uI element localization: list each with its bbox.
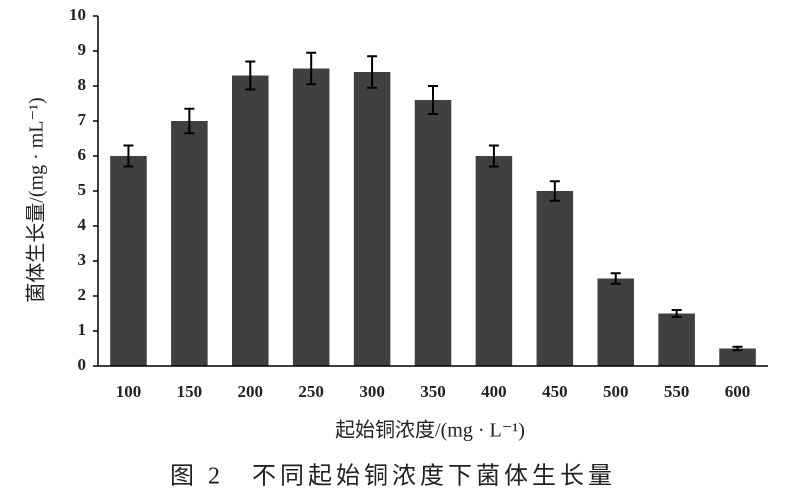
y-tick-label: 9 xyxy=(78,40,87,59)
x-tick-label: 150 xyxy=(177,382,203,401)
bar xyxy=(597,278,634,366)
x-tick-label: 450 xyxy=(542,382,568,401)
y-tick-label: 4 xyxy=(78,215,87,234)
x-tick-label: 250 xyxy=(298,382,324,401)
error-bar xyxy=(428,85,438,115)
bar xyxy=(232,75,269,366)
y-tick-label: 6 xyxy=(78,145,87,164)
bar xyxy=(475,156,513,366)
bar xyxy=(414,100,452,366)
error-bar xyxy=(184,107,195,135)
x-tick-label: 500 xyxy=(603,382,629,401)
bar xyxy=(110,156,147,366)
error-bar xyxy=(245,60,256,91)
y-tick-label: 7 xyxy=(78,110,87,129)
x-tick-label: 350 xyxy=(420,382,446,401)
y-tick-label: 1 xyxy=(78,320,87,339)
x-tick-label: 400 xyxy=(481,382,507,401)
bar xyxy=(292,68,330,366)
bar xyxy=(658,313,695,366)
error-bar xyxy=(123,144,134,168)
caption: 图 2 不同起始铜浓度下菌体生长量 xyxy=(170,463,616,490)
y-axis-label: 菌体生长量/(mg · mL⁻¹) xyxy=(25,97,48,302)
error-bar xyxy=(488,144,499,168)
error-bar xyxy=(549,180,560,202)
bar xyxy=(536,191,574,366)
y-tick-label: 10 xyxy=(69,5,86,24)
error-bar xyxy=(610,272,621,285)
error-bar xyxy=(732,345,743,352)
bar xyxy=(171,121,208,366)
error-bar xyxy=(367,55,378,89)
x-tick-label: 200 xyxy=(238,382,264,401)
x-axis-label: 起始铜浓度/(mg · L⁻¹) xyxy=(335,419,525,442)
y-tick-label: 8 xyxy=(78,75,87,94)
x-tick-label: 600 xyxy=(725,382,751,401)
y-tick-label: 0 xyxy=(78,355,87,374)
y-tick-label: 5 xyxy=(78,180,87,199)
error-bar xyxy=(671,309,682,318)
bar xyxy=(719,348,756,366)
x-tick-label: 550 xyxy=(664,382,690,401)
x-tick-label: 300 xyxy=(359,382,385,401)
y-tick-label: 2 xyxy=(78,285,87,304)
error-bar xyxy=(306,51,317,86)
x-tick-label: 100 xyxy=(116,382,142,401)
bar xyxy=(353,72,391,366)
y-tick-label: 3 xyxy=(78,250,87,269)
